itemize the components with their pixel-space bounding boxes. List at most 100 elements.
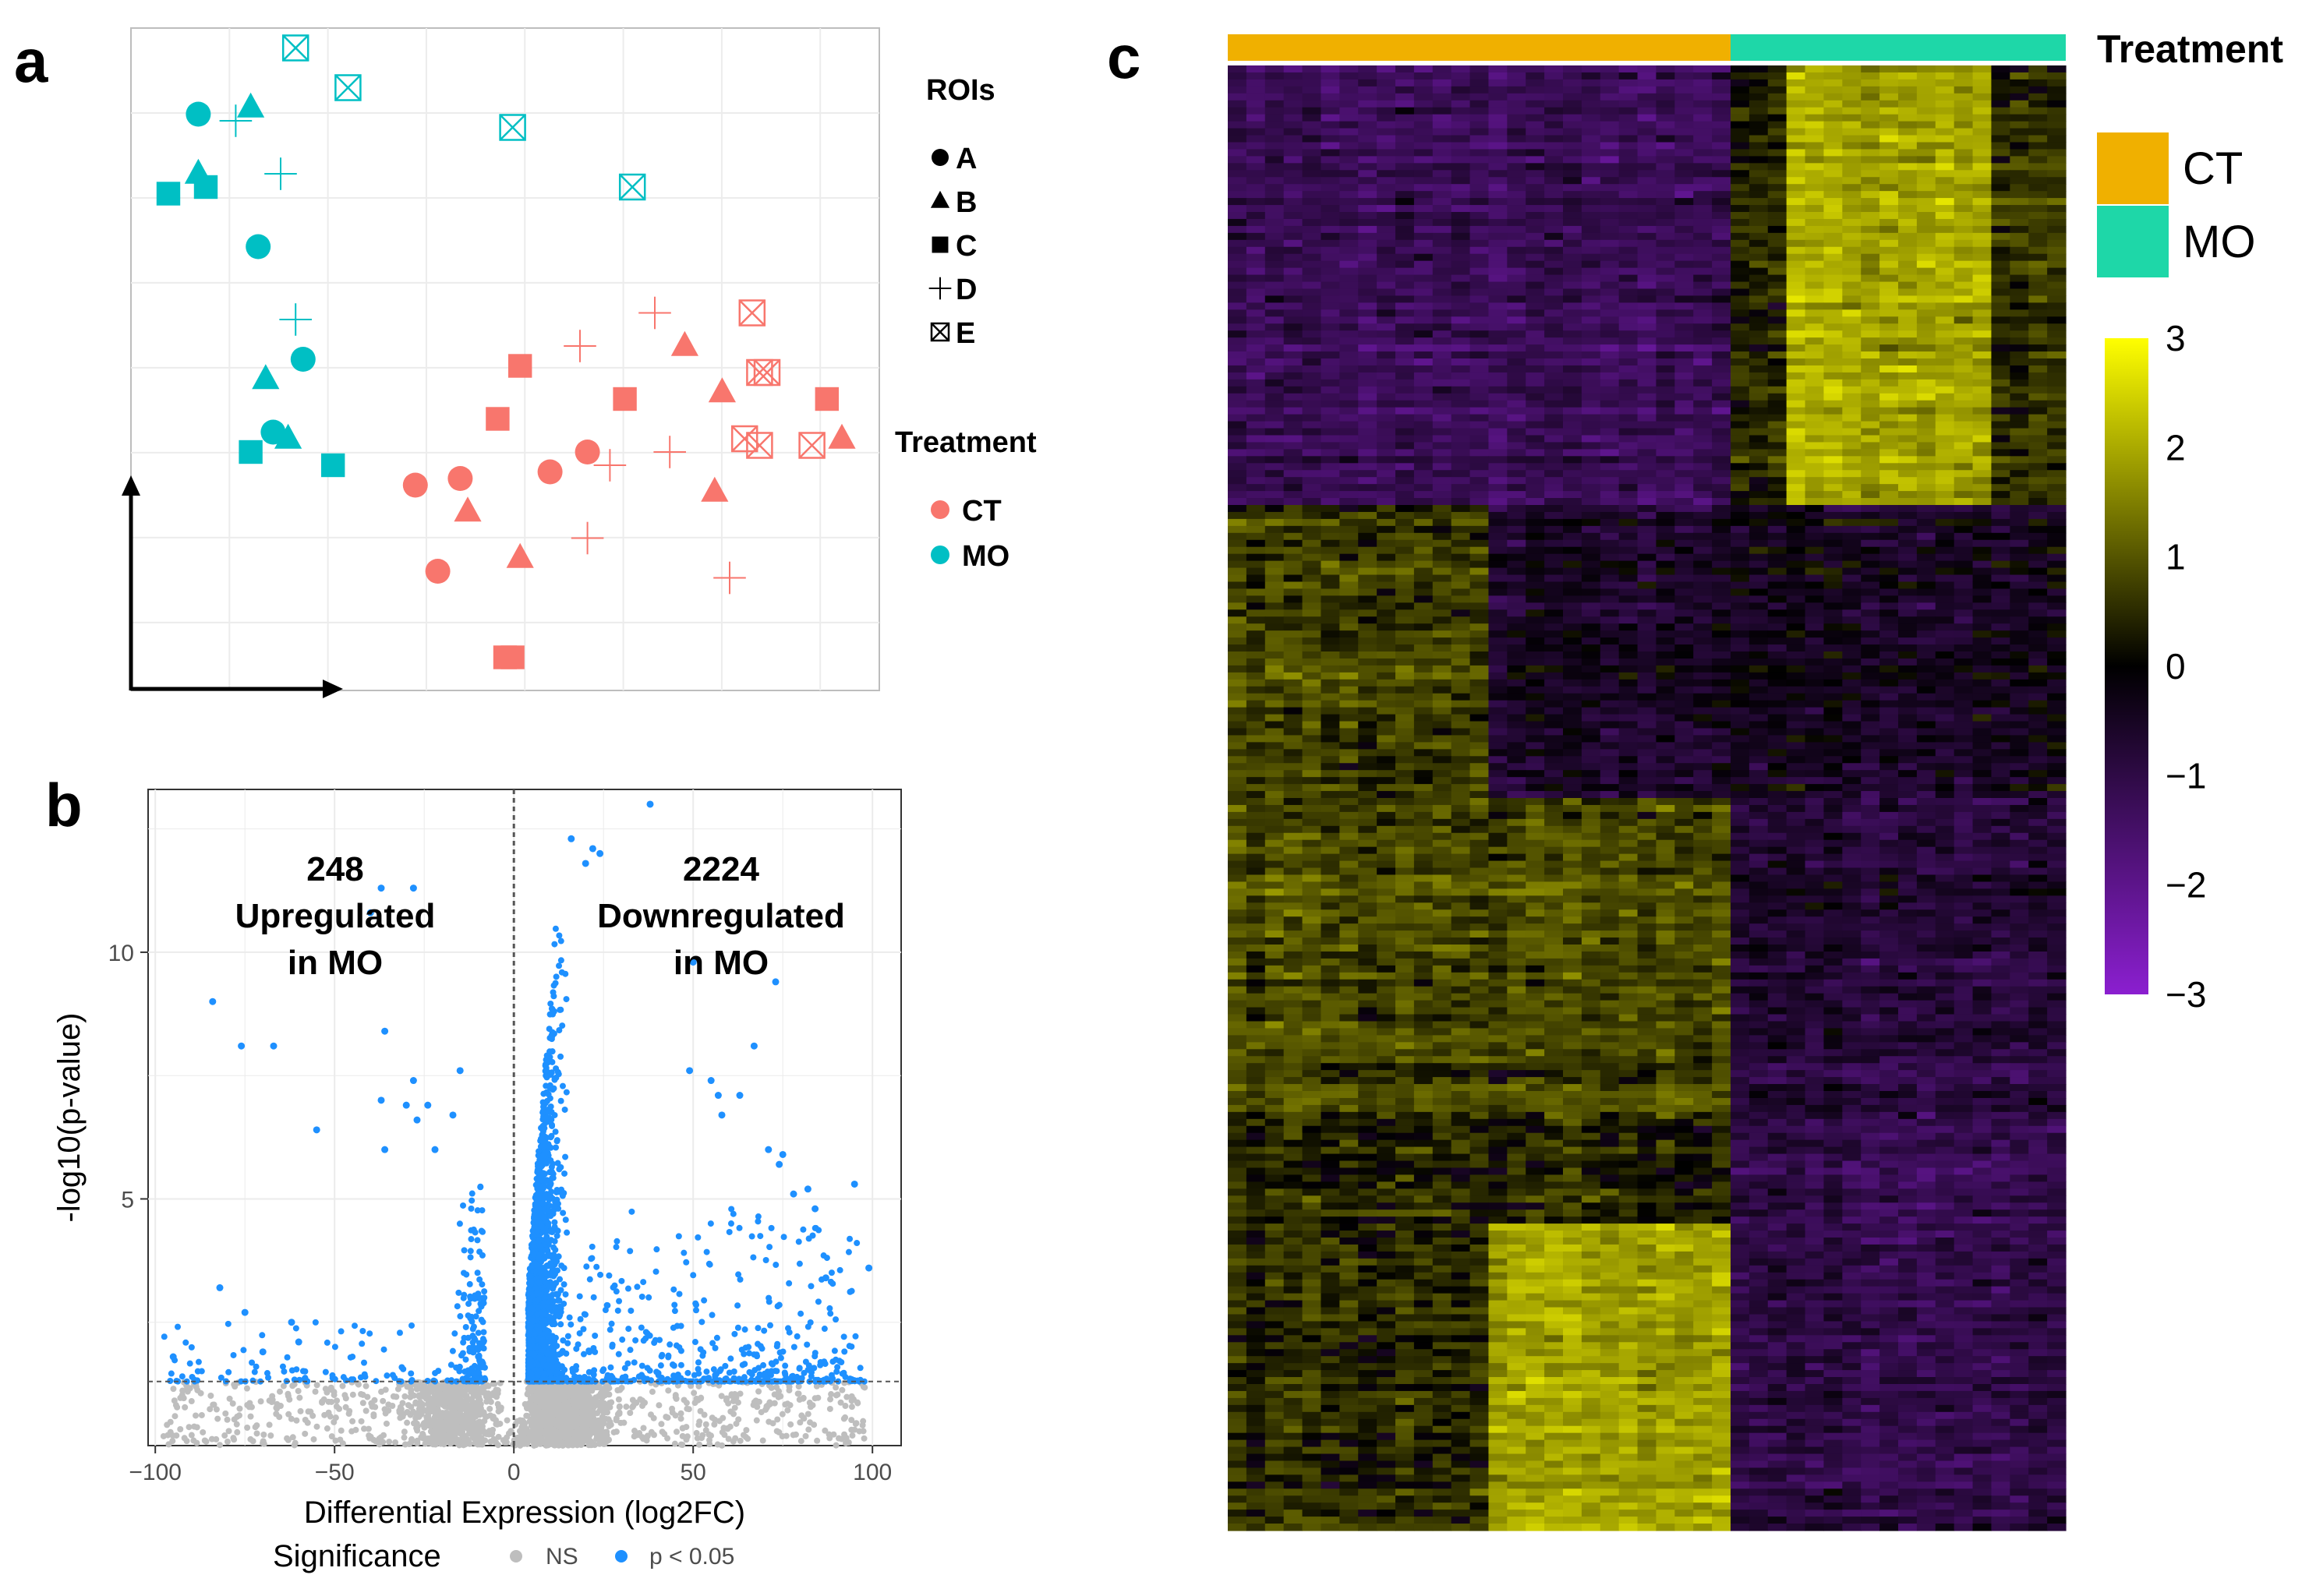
volcano-point-sig bbox=[845, 1248, 852, 1255]
volcano-point-sig bbox=[631, 1359, 638, 1366]
volcano-point-ns bbox=[415, 1405, 423, 1412]
volcano-point-ns bbox=[468, 1411, 475, 1418]
volcano-point-sig bbox=[557, 1053, 564, 1060]
volcano-point-sig bbox=[709, 1312, 716, 1319]
volcano-point-ns bbox=[566, 1435, 573, 1442]
volcano-point-ns bbox=[691, 1389, 698, 1396]
volcano-point-sig bbox=[761, 1327, 768, 1334]
volcano-point-ns bbox=[226, 1395, 233, 1402]
volcano-point-ns bbox=[249, 1438, 256, 1445]
volcano-point-ns bbox=[419, 1435, 426, 1442]
volcano-point-sig bbox=[790, 1344, 797, 1351]
volcano-point-ns bbox=[718, 1393, 725, 1400]
volcano-point-sig bbox=[530, 1318, 537, 1325]
volcano-point-ns bbox=[804, 1411, 811, 1418]
volcano-point-sig bbox=[777, 1354, 784, 1361]
pca-point-d-mo bbox=[279, 303, 312, 336]
pca-point-a-ct bbox=[402, 472, 428, 498]
volcano-point-sig bbox=[826, 1305, 833, 1312]
volcano-point-sig bbox=[545, 1058, 552, 1065]
volcano-point-sig bbox=[536, 1238, 543, 1245]
volcano-point-ns bbox=[224, 1439, 231, 1446]
volcano-point-ns bbox=[731, 1404, 738, 1411]
pca-point-a-ct bbox=[537, 459, 563, 485]
volcano-point-sig bbox=[606, 1272, 613, 1279]
volcano-point-sig bbox=[690, 1272, 697, 1279]
volcano-point-ns bbox=[253, 1430, 260, 1437]
volcano-point-sig bbox=[691, 1339, 698, 1346]
volcano-point-sig bbox=[616, 1298, 623, 1305]
volcano-point-ns bbox=[649, 1388, 656, 1395]
volcano-point-ns bbox=[455, 1412, 462, 1419]
volcano-point-sig bbox=[746, 1350, 753, 1357]
volcano-point-ns bbox=[833, 1392, 840, 1399]
volcano-point-ns bbox=[695, 1396, 702, 1404]
volcano-point-ns bbox=[837, 1399, 844, 1406]
volcano-point-ns bbox=[504, 1417, 511, 1424]
volcano-point-ns bbox=[222, 1410, 229, 1417]
volcano-point-ns bbox=[415, 1385, 423, 1392]
pca-point-b-mo bbox=[252, 364, 280, 390]
volcano-point-sig bbox=[527, 1362, 534, 1369]
volcano-point-ns bbox=[585, 1401, 592, 1408]
volcano-point-ns bbox=[856, 1428, 863, 1435]
legend-rois-title: ROIs bbox=[926, 74, 995, 107]
volcano-point-ns bbox=[779, 1411, 786, 1418]
volcano-points bbox=[160, 800, 873, 1449]
volcano-point-ns bbox=[522, 1400, 529, 1407]
pca-point-b-mo bbox=[274, 423, 302, 449]
volcano-point-ns bbox=[404, 1408, 411, 1415]
volcano-point-ns bbox=[658, 1421, 665, 1428]
volcano-point-sig bbox=[652, 1268, 659, 1275]
volcano-point-sig bbox=[634, 1284, 641, 1291]
volcano-point-ns bbox=[450, 1406, 457, 1413]
volcano-point-ns bbox=[529, 1402, 536, 1409]
volcano-point-ns bbox=[671, 1440, 678, 1447]
volcano-point-sig bbox=[821, 1326, 828, 1333]
volcano-point-ns bbox=[431, 1428, 438, 1435]
volcano-point-ns bbox=[188, 1432, 195, 1439]
volcano-point-ns bbox=[339, 1440, 346, 1447]
volcano-point-sig bbox=[627, 1347, 634, 1354]
volcano-point-sig bbox=[550, 982, 557, 989]
volcano-point-sig bbox=[782, 1362, 789, 1369]
volcano-point-sig bbox=[701, 1297, 708, 1304]
volcano-point-sig bbox=[360, 1359, 367, 1366]
volcano-point-sig bbox=[549, 1291, 556, 1298]
volcano-point-sig bbox=[624, 1360, 631, 1367]
volcano-point-sig bbox=[555, 1351, 562, 1358]
volcano-point-ns bbox=[621, 1419, 628, 1426]
volcano-point-sig bbox=[734, 1302, 741, 1309]
volcano-point-sig bbox=[532, 1268, 539, 1275]
volcano-point-ns bbox=[848, 1417, 855, 1424]
volcano-point-ns bbox=[696, 1418, 703, 1425]
volcano-point-sig bbox=[556, 1375, 563, 1382]
volcano-point-ns bbox=[430, 1406, 437, 1413]
volcano-point-sig bbox=[532, 1285, 539, 1292]
volcano-point-sig bbox=[408, 1322, 415, 1329]
volcano-point-ns bbox=[260, 1440, 267, 1447]
volcano-point-ns bbox=[589, 1412, 596, 1419]
volcano-point-ns bbox=[445, 1414, 452, 1421]
volcano-point-sig bbox=[557, 1276, 564, 1283]
volcano-point-sig bbox=[727, 1220, 734, 1227]
volcano-point-ns bbox=[197, 1389, 204, 1396]
volcano-point-ns bbox=[427, 1419, 434, 1426]
volcano-point-ns bbox=[186, 1424, 193, 1431]
volcano-point-sig bbox=[657, 1362, 664, 1369]
volcano-point-ns bbox=[231, 1436, 238, 1443]
volcano-point-sig bbox=[549, 1048, 556, 1055]
volcano-point-sig bbox=[545, 1207, 552, 1214]
volcano-point-ns bbox=[432, 1394, 439, 1401]
volcano-point-sig bbox=[541, 1269, 548, 1276]
volcano-point-ns bbox=[479, 1419, 486, 1426]
volcano-point-sig bbox=[653, 1246, 660, 1253]
volcano-point-ns bbox=[405, 1402, 412, 1409]
volcano-point-sig bbox=[638, 1324, 645, 1331]
volcano-point-sig bbox=[225, 1368, 232, 1375]
volcano-point-ns bbox=[827, 1396, 834, 1403]
volcano-point-sig bbox=[842, 1373, 849, 1380]
volcano-point-sig bbox=[585, 1368, 592, 1375]
pca-axis-arrows bbox=[122, 475, 343, 698]
